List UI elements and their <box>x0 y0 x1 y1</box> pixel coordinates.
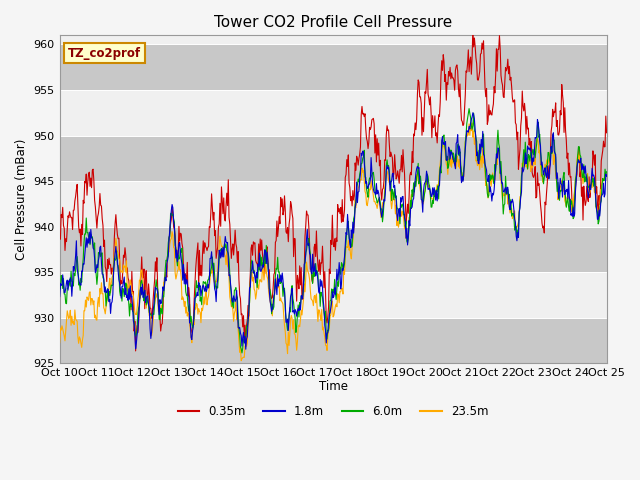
Bar <box>60 36 607 45</box>
Text: TZ_co2prof: TZ_co2prof <box>68 47 141 60</box>
Y-axis label: Cell Pressure (mBar): Cell Pressure (mBar) <box>15 139 28 260</box>
Bar <box>60 181 607 227</box>
Bar <box>60 272 607 318</box>
Bar <box>60 135 607 181</box>
Title: Tower CO2 Profile Cell Pressure: Tower CO2 Profile Cell Pressure <box>214 15 452 30</box>
Bar <box>60 45 607 90</box>
Bar <box>60 318 607 363</box>
X-axis label: Time: Time <box>319 380 348 393</box>
Bar <box>60 90 607 135</box>
Bar <box>60 227 607 272</box>
Legend: 0.35m, 1.8m, 6.0m, 23.5m: 0.35m, 1.8m, 6.0m, 23.5m <box>173 401 493 423</box>
